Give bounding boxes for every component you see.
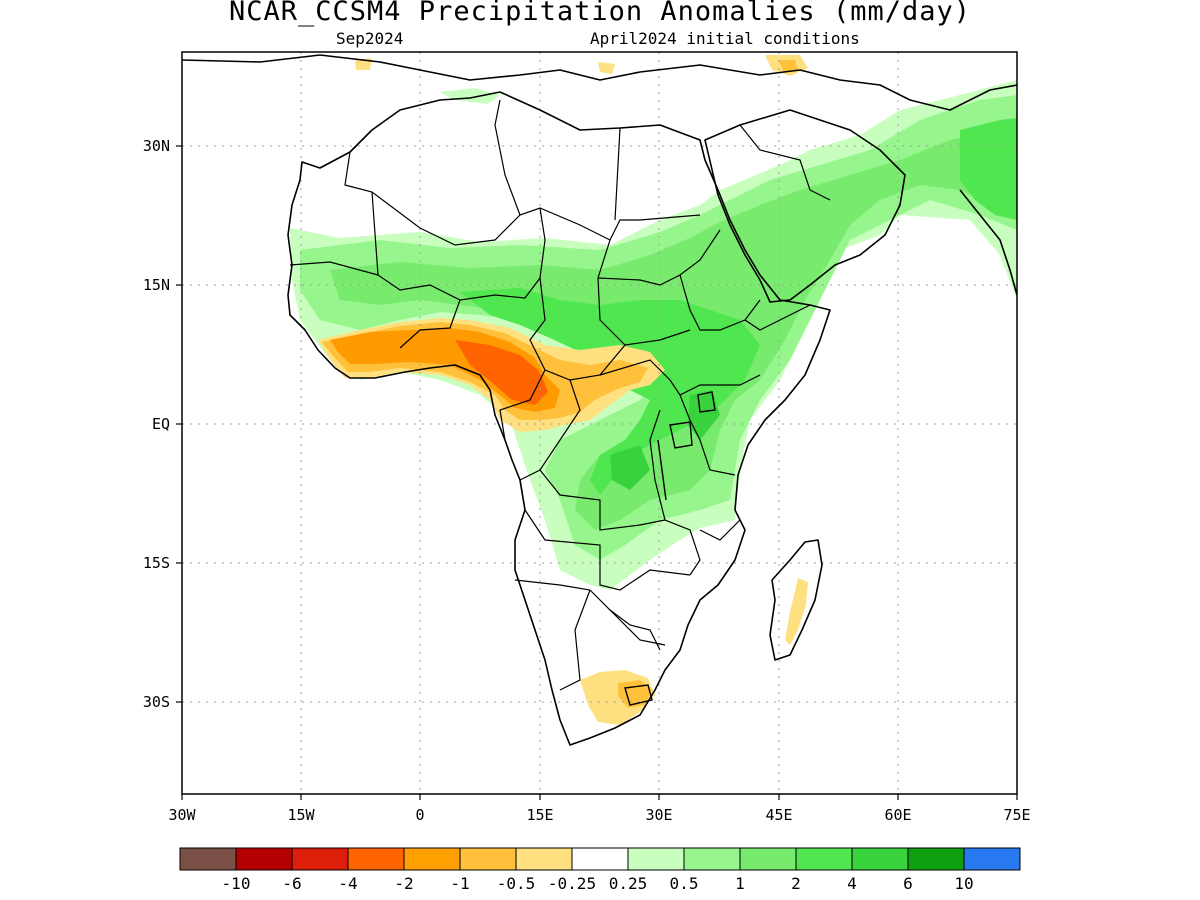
x-tick-label: 30E <box>645 806 672 824</box>
colorbar-label: 1 <box>735 874 745 893</box>
arabia-coastline <box>704 109 906 303</box>
colorbar-label: -0.5 <box>497 874 536 893</box>
colorbar-swatch <box>403 847 461 871</box>
y-tick-label: 15S <box>143 554 170 572</box>
colorbar-label: -0.25 <box>548 874 596 893</box>
chart-title: NCAR_CCSM4 Precipitation Anomalies (mm/d… <box>229 0 971 27</box>
x-tick-label: 75E <box>1003 806 1030 824</box>
colorbar-swatch <box>291 847 349 871</box>
colorbar: -10 -6 -4 -2 -1 -0.5 -0.25 0.25 0.5 1 2 4 6 10 <box>179 847 1021 893</box>
anomaly-shading <box>290 55 1017 725</box>
x-tick-label: 0 <box>415 806 424 824</box>
y-tick-label: 30N <box>143 137 170 155</box>
lakes <box>624 391 716 706</box>
x-tick-label: 15E <box>526 806 553 824</box>
x-tick-label: 30W <box>168 806 196 824</box>
eurasia-coastline <box>182 54 1017 111</box>
colorbar-swatch <box>851 847 909 871</box>
tick-marks <box>176 145 1018 800</box>
colorbar-label: 2 <box>791 874 801 893</box>
initial-conditions: April2024 initial conditions <box>590 29 860 48</box>
india-coastline <box>959 189 1017 296</box>
x-tick-label: 45E <box>765 806 792 824</box>
colorbar-label: -2 <box>394 874 413 893</box>
colorbar-swatch <box>795 847 853 871</box>
forecast-month: Sep2024 <box>336 29 404 48</box>
colorbar-swatch <box>627 847 685 871</box>
map-frame-border <box>181 51 1018 795</box>
madagascar-coastline <box>769 539 823 661</box>
colorbar-label: -10 <box>222 874 251 893</box>
colorbar-swatch <box>235 847 293 871</box>
colorbar-swatch <box>683 847 741 871</box>
colorbar-label: 0.5 <box>670 874 699 893</box>
y-tick-label: 15N <box>143 276 170 294</box>
colorbar-swatch <box>347 847 405 871</box>
colorbar-label: 4 <box>847 874 857 893</box>
colorbar-swatch <box>907 847 965 871</box>
y-tick-label: 30S <box>143 693 170 711</box>
country-borders <box>289 99 831 691</box>
coastlines <box>182 54 1017 746</box>
colorbar-swatch <box>739 847 797 871</box>
x-axis-labels: 30W 15W 0 15E 30E 45E 60E 75E <box>168 806 1030 824</box>
x-tick-label: 15W <box>287 806 315 824</box>
colorbar-swatch <box>515 847 573 871</box>
colorbar-label: -6 <box>282 874 301 893</box>
colorbar-label: 10 <box>954 874 973 893</box>
y-tick-label: EQ <box>152 415 170 433</box>
y-axis-labels: 30N 15N EQ 15S 30S <box>143 137 170 711</box>
colorbar-swatch <box>179 847 237 871</box>
colorbar-swatch <box>571 847 629 871</box>
colorbar-swatch <box>459 847 517 871</box>
colorbar-label: -4 <box>338 874 357 893</box>
colorbar-label: 0.25 <box>609 874 648 893</box>
africa-coastline <box>287 91 831 746</box>
colorbar-label: 6 <box>903 874 913 893</box>
colorbar-label: -1 <box>450 874 469 893</box>
x-tick-label: 60E <box>884 806 911 824</box>
colorbar-swatch <box>963 847 1021 871</box>
